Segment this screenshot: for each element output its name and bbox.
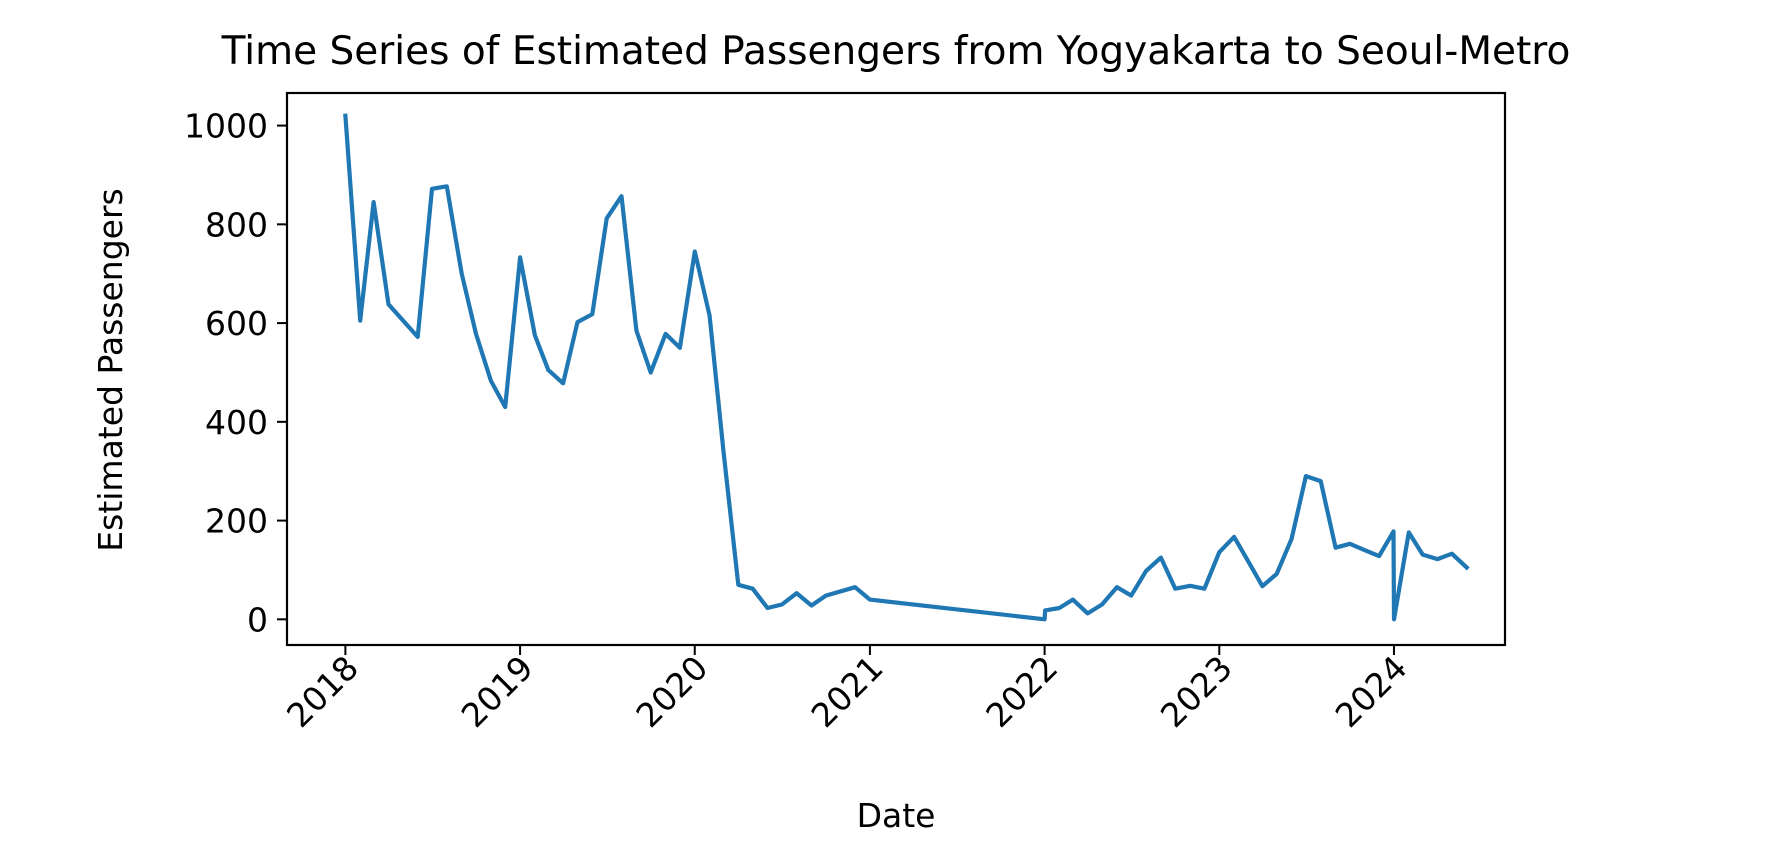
x-tick-label: 2019 [454, 648, 541, 735]
y-tick-label: 800 [205, 205, 268, 244]
x-tick-label: 2023 [1153, 648, 1240, 735]
x-axis-label: Date [857, 796, 936, 835]
y-tick-label: 1000 [184, 107, 268, 146]
x-tick-label: 2022 [978, 648, 1065, 735]
plot-frame [285, 91, 1507, 647]
x-tick-label: 2020 [628, 648, 715, 735]
y-tick-label: 200 [205, 502, 268, 541]
y-tick-label: 400 [205, 403, 268, 442]
series-line [343, 113, 1470, 622]
y-tick-label: 600 [205, 304, 268, 343]
x-tick-label: 2018 [279, 648, 366, 735]
x-tick-label: 2021 [804, 648, 891, 735]
x-tick-label: 2024 [1328, 648, 1415, 735]
y-tick-label: 0 [247, 600, 268, 639]
tick-layer: 0 200 400 600 800 1000 2018 2019 2020 2021 2022 202… [184, 107, 1415, 735]
y-axis-label: Estimated Passengers [91, 188, 130, 551]
chart-title: Time Series of Estimated Passengers from… [221, 29, 1571, 74]
